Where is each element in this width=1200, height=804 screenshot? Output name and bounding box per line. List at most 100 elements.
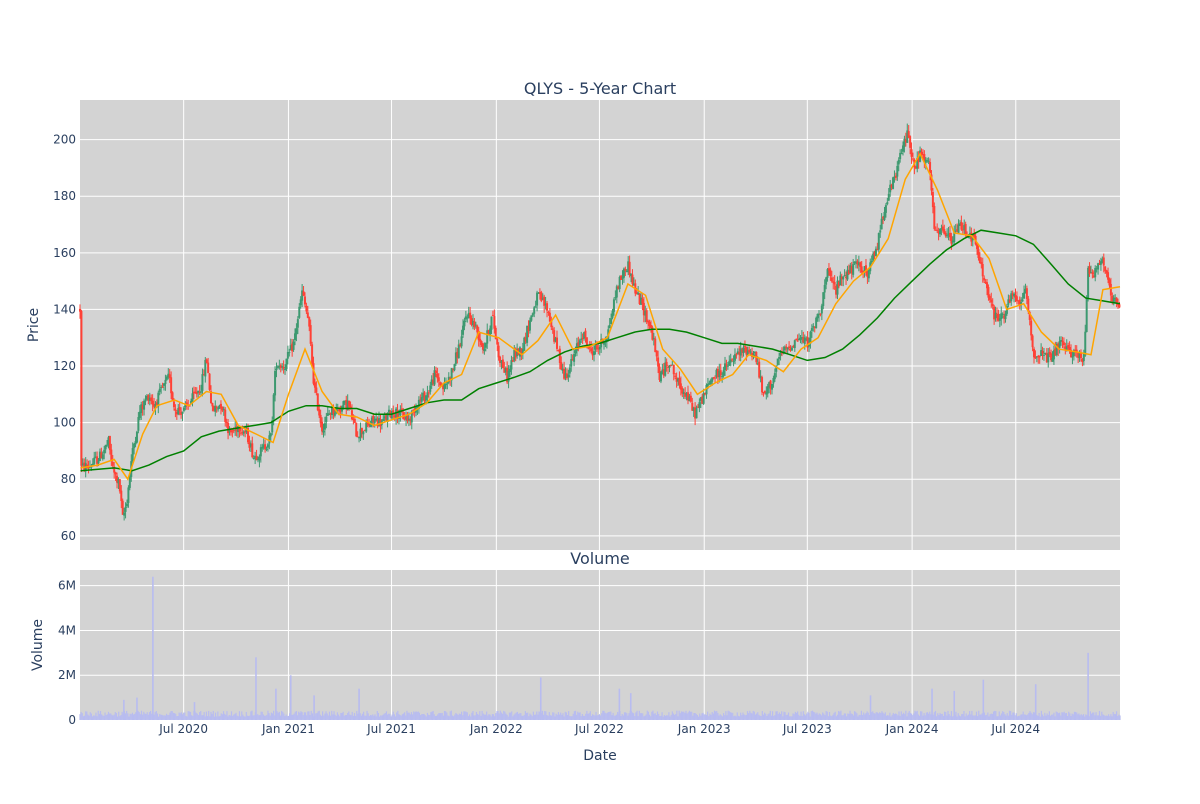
volume-bar <box>1015 713 1017 720</box>
volume-bar <box>446 712 448 720</box>
volume-bar <box>549 715 552 720</box>
candle-body <box>872 253 875 261</box>
long-moving-average-line <box>80 229 1121 472</box>
volume-bar <box>1019 715 1021 720</box>
candle-body <box>817 313 820 315</box>
candle-body <box>1048 351 1051 355</box>
volume-bar <box>188 711 190 720</box>
candle-body <box>1114 297 1117 299</box>
candle-body <box>254 455 257 459</box>
volume-bar <box>915 711 917 720</box>
volume-bar <box>299 712 301 720</box>
volume-bar <box>576 714 578 720</box>
candle-body <box>504 368 507 373</box>
volume-bar <box>871 712 873 720</box>
candle-body <box>289 345 292 351</box>
volume-bar <box>382 714 384 720</box>
candle-body <box>420 397 423 402</box>
volume-bar <box>516 711 519 720</box>
candle-body <box>631 274 634 285</box>
candle-body <box>258 456 261 461</box>
volume-bar <box>994 710 996 720</box>
candle-body <box>583 332 586 339</box>
volume-bar <box>222 711 225 720</box>
candle-body <box>803 337 806 344</box>
candle-body <box>1084 331 1087 356</box>
volume-bar <box>743 714 745 720</box>
candle-body <box>1070 349 1073 358</box>
candle-body <box>325 416 328 422</box>
volume-bar <box>367 713 369 720</box>
candle-body <box>1035 356 1038 358</box>
candle-body <box>171 392 174 401</box>
volume-bar <box>820 715 823 720</box>
candle-body <box>855 261 858 263</box>
volume-bar <box>618 688 621 720</box>
volume-bar <box>169 712 171 720</box>
volume-bar <box>709 713 711 720</box>
volume-bar <box>459 714 462 720</box>
candle-body <box>558 348 561 363</box>
candle-body <box>889 184 892 193</box>
candle-body <box>702 393 705 404</box>
volume-bar <box>765 713 767 720</box>
volume-bar <box>1005 715 1007 720</box>
volume-bar <box>629 693 632 720</box>
volume-bar <box>462 715 464 720</box>
volume-bar <box>660 715 662 720</box>
volume-bar <box>337 714 340 720</box>
volume-bar <box>655 714 657 720</box>
volume-bar <box>95 712 97 720</box>
volume-bar <box>512 716 514 720</box>
volume-bar <box>427 714 430 720</box>
volume-bar <box>389 713 391 720</box>
candle-body <box>590 348 593 352</box>
volume-bar <box>839 711 841 720</box>
candle-body <box>926 160 929 162</box>
candle-body <box>355 422 358 437</box>
volume-bar <box>352 715 354 720</box>
volume-bar <box>357 713 359 720</box>
candle-body <box>617 286 620 289</box>
volume-bar <box>181 714 184 720</box>
candle-body <box>177 408 180 415</box>
volume-bar <box>1046 713 1048 720</box>
volume-bar <box>412 714 414 720</box>
volume-bar <box>730 712 733 720</box>
candle-body <box>654 338 657 353</box>
volume-bar <box>418 712 421 720</box>
candle-body <box>735 354 738 356</box>
candle-body <box>595 345 598 349</box>
volume-bar <box>913 713 915 720</box>
candle-body <box>127 487 130 503</box>
volume-bar <box>289 675 292 720</box>
candle-body <box>736 351 739 354</box>
volume-bar <box>429 715 431 720</box>
candle-body <box>698 402 701 409</box>
candle-body <box>194 391 197 393</box>
volume-bar <box>815 713 817 720</box>
volume-bar <box>679 713 681 720</box>
candle-body <box>997 313 1000 321</box>
volume-bar <box>388 713 390 720</box>
candle-body <box>647 320 650 323</box>
candle-body <box>163 383 166 386</box>
volume-bar <box>523 714 525 720</box>
candle-body <box>907 131 910 138</box>
volume-bar <box>316 713 318 720</box>
volume-bar <box>235 712 237 720</box>
volume-bar <box>663 714 665 720</box>
candle-body <box>264 444 267 450</box>
candle-body <box>379 419 382 426</box>
candle-body <box>1007 299 1010 305</box>
candle-body <box>309 325 312 344</box>
candle-body <box>1117 303 1120 306</box>
candle-body <box>553 330 556 342</box>
volume-bar <box>712 713 714 720</box>
volume-bar <box>407 712 409 720</box>
volume-bar <box>556 714 558 720</box>
candle-body <box>721 376 724 378</box>
volume-bar <box>209 716 211 720</box>
volume-bar <box>1097 715 1099 720</box>
volume-bar <box>991 713 994 720</box>
